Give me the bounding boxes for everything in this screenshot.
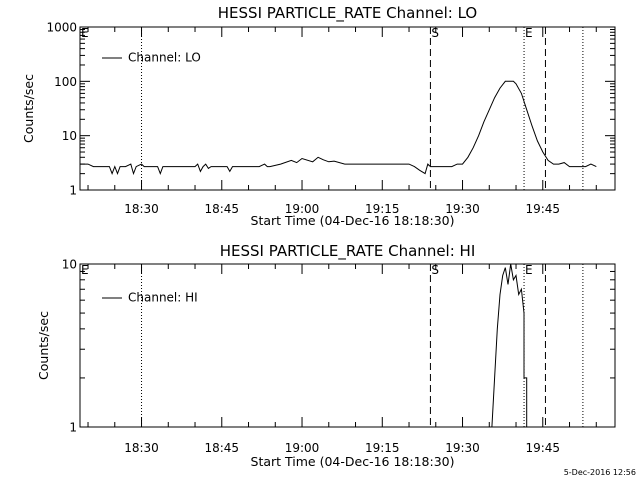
y-axis-label: Counts/sec bbox=[21, 74, 36, 143]
y-tick-label: 10 bbox=[62, 258, 77, 272]
marker-label: E bbox=[81, 26, 89, 40]
y-tick-label: 1 bbox=[69, 421, 77, 435]
x-tick-label: 19:00 bbox=[285, 202, 320, 216]
hi-channel-panel: HESSI PARTICLE_RATE Channel: HI Start Tim… bbox=[36, 242, 616, 469]
chart-title: HESSI PARTICLE_RATE Channel: LO bbox=[218, 4, 477, 23]
marker-label: S bbox=[431, 263, 439, 277]
marker-label: E bbox=[525, 26, 533, 40]
x-tick-label: 19:15 bbox=[365, 202, 400, 216]
x-tick-label: 19:45 bbox=[525, 441, 560, 455]
x-axis-label: Start Time (04-Dec-16 18:18:30) bbox=[251, 213, 455, 228]
legend-label: Channel: LO bbox=[128, 51, 201, 65]
x-tick-label: 18:45 bbox=[204, 441, 239, 455]
footer-date: 5-Dec-2016 12:56 bbox=[564, 468, 636, 477]
series-line bbox=[491, 263, 528, 428]
x-tick-label: 18:30 bbox=[124, 202, 159, 216]
y-tick-label: 100 bbox=[54, 75, 77, 89]
plot-frame bbox=[79, 263, 616, 428]
x-tick-label: 19:45 bbox=[525, 202, 560, 216]
x-axis-label: Start Time (04-Dec-16 18:18:30) bbox=[251, 454, 455, 469]
lo-channel-panel: HESSI PARTICLE_RATE Channel: LO Start Tim… bbox=[21, 4, 616, 228]
x-tick-label: 19:15 bbox=[365, 441, 400, 455]
marker-label: S bbox=[431, 26, 439, 40]
y-axis-label: Counts/sec bbox=[36, 311, 51, 380]
legend-label: Channel: HI bbox=[128, 291, 198, 305]
marker-label: E bbox=[525, 263, 533, 277]
y-tick-label: 10 bbox=[62, 129, 77, 143]
series-line bbox=[80, 80, 597, 176]
x-tick-label: 19:30 bbox=[445, 441, 480, 455]
chart-title: HESSI PARTICLE_RATE Channel: HI bbox=[220, 242, 476, 261]
x-tick-label: 18:45 bbox=[204, 202, 239, 216]
x-tick-label: 19:00 bbox=[285, 441, 320, 455]
y-tick-label: 1000 bbox=[46, 21, 77, 35]
x-tick-label: 19:30 bbox=[445, 202, 480, 216]
x-tick-label: 18:30 bbox=[124, 441, 159, 455]
marker-label: E bbox=[81, 263, 89, 277]
y-tick-label: 1 bbox=[69, 184, 77, 198]
